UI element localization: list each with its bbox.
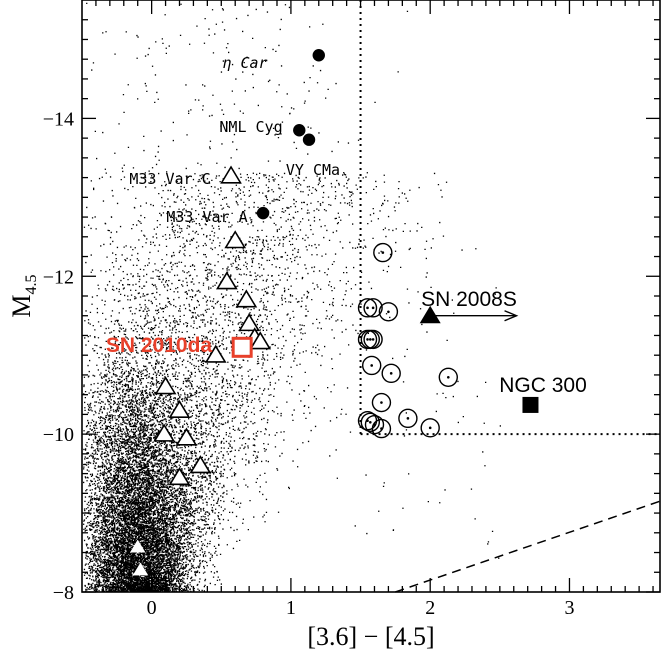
x-tick-label: 1 — [286, 597, 296, 619]
open-triangle-marker — [249, 331, 272, 350]
x-tick-label: 3 — [564, 597, 574, 619]
label-sn2008s: SN 2008S — [421, 288, 517, 311]
ngc300-marker — [522, 396, 539, 413]
filled-circle-marker — [256, 206, 270, 220]
sn2008s-marker — [419, 305, 441, 324]
dashed-boundary-line — [395, 500, 661, 593]
label-nml-cyg: NML Cyg — [219, 118, 282, 136]
open-circle-marker — [371, 418, 392, 439]
open-triangle-marker — [238, 313, 260, 332]
open-triangle-marker — [224, 230, 247, 249]
y-tick-label: −10 — [43, 424, 74, 446]
open-circle-marker — [361, 355, 382, 376]
svg-text:M4.5: M4.5 — [7, 274, 40, 317]
y-axis-label-sub: 4.5 — [23, 274, 40, 294]
open-triangle-marker — [154, 376, 177, 395]
y-tick-label: −12 — [43, 266, 74, 288]
open-triangle-marker — [153, 423, 176, 442]
label-ngc300: NGC 300 — [499, 374, 587, 397]
filled-circle-marker — [293, 124, 306, 137]
sn2008s-arrow-head — [504, 310, 519, 322]
markers — [129, 49, 539, 576]
label-m33-var-a: M33 Var A — [166, 208, 247, 226]
open-triangle-marker — [168, 399, 191, 419]
open-circle-marker — [398, 408, 418, 429]
open-circle-marker — [371, 392, 392, 413]
cut-lines — [359, 0, 661, 593]
open-circle-marker — [363, 329, 383, 350]
open-circle-marker — [363, 298, 383, 318]
open-circle-marker — [381, 363, 401, 384]
x-axis-label: [3.6] − [4.5] — [307, 622, 434, 651]
open-circle-marker — [420, 418, 440, 438]
sn2010da-marker — [231, 336, 253, 358]
filled-circle-marker — [312, 49, 325, 62]
y-axis-label-main: M — [7, 294, 36, 317]
open-circle-marker — [438, 367, 458, 388]
y-axis-label: M4.5 — [7, 274, 40, 317]
white-triangle-marker — [129, 539, 146, 553]
open-circle-marker — [373, 242, 393, 263]
label-eta-car: η Car — [222, 54, 267, 72]
label-sn2010da: SN 2010da — [106, 334, 213, 357]
open-circle-marker — [360, 412, 381, 432]
label-m33-var-c: M33 Var C — [129, 170, 210, 188]
open-triangle-marker — [204, 344, 227, 363]
x-tick-label: 0 — [147, 597, 157, 619]
y-tick-label: −8 — [53, 582, 74, 604]
open-triangle-marker — [235, 289, 258, 308]
open-triangle-marker — [220, 165, 242, 184]
filled-circle-marker — [302, 133, 316, 146]
open-circle-marker — [357, 298, 378, 318]
white-triangle-marker — [132, 562, 149, 576]
open-triangle-marker — [215, 271, 238, 290]
open-triangle-marker — [168, 466, 191, 486]
open-circle-marker — [378, 302, 399, 322]
x-tick-label: 2 — [425, 597, 435, 619]
label-vy-cma: VY CMa — [286, 161, 340, 179]
y-tick-label: −14 — [43, 108, 74, 130]
open-triangle-marker — [189, 455, 212, 474]
open-triangle-marker — [175, 427, 198, 446]
axis-ticks: 0 1 2 3 −8 −10 −12 −14 — [43, 0, 660, 619]
